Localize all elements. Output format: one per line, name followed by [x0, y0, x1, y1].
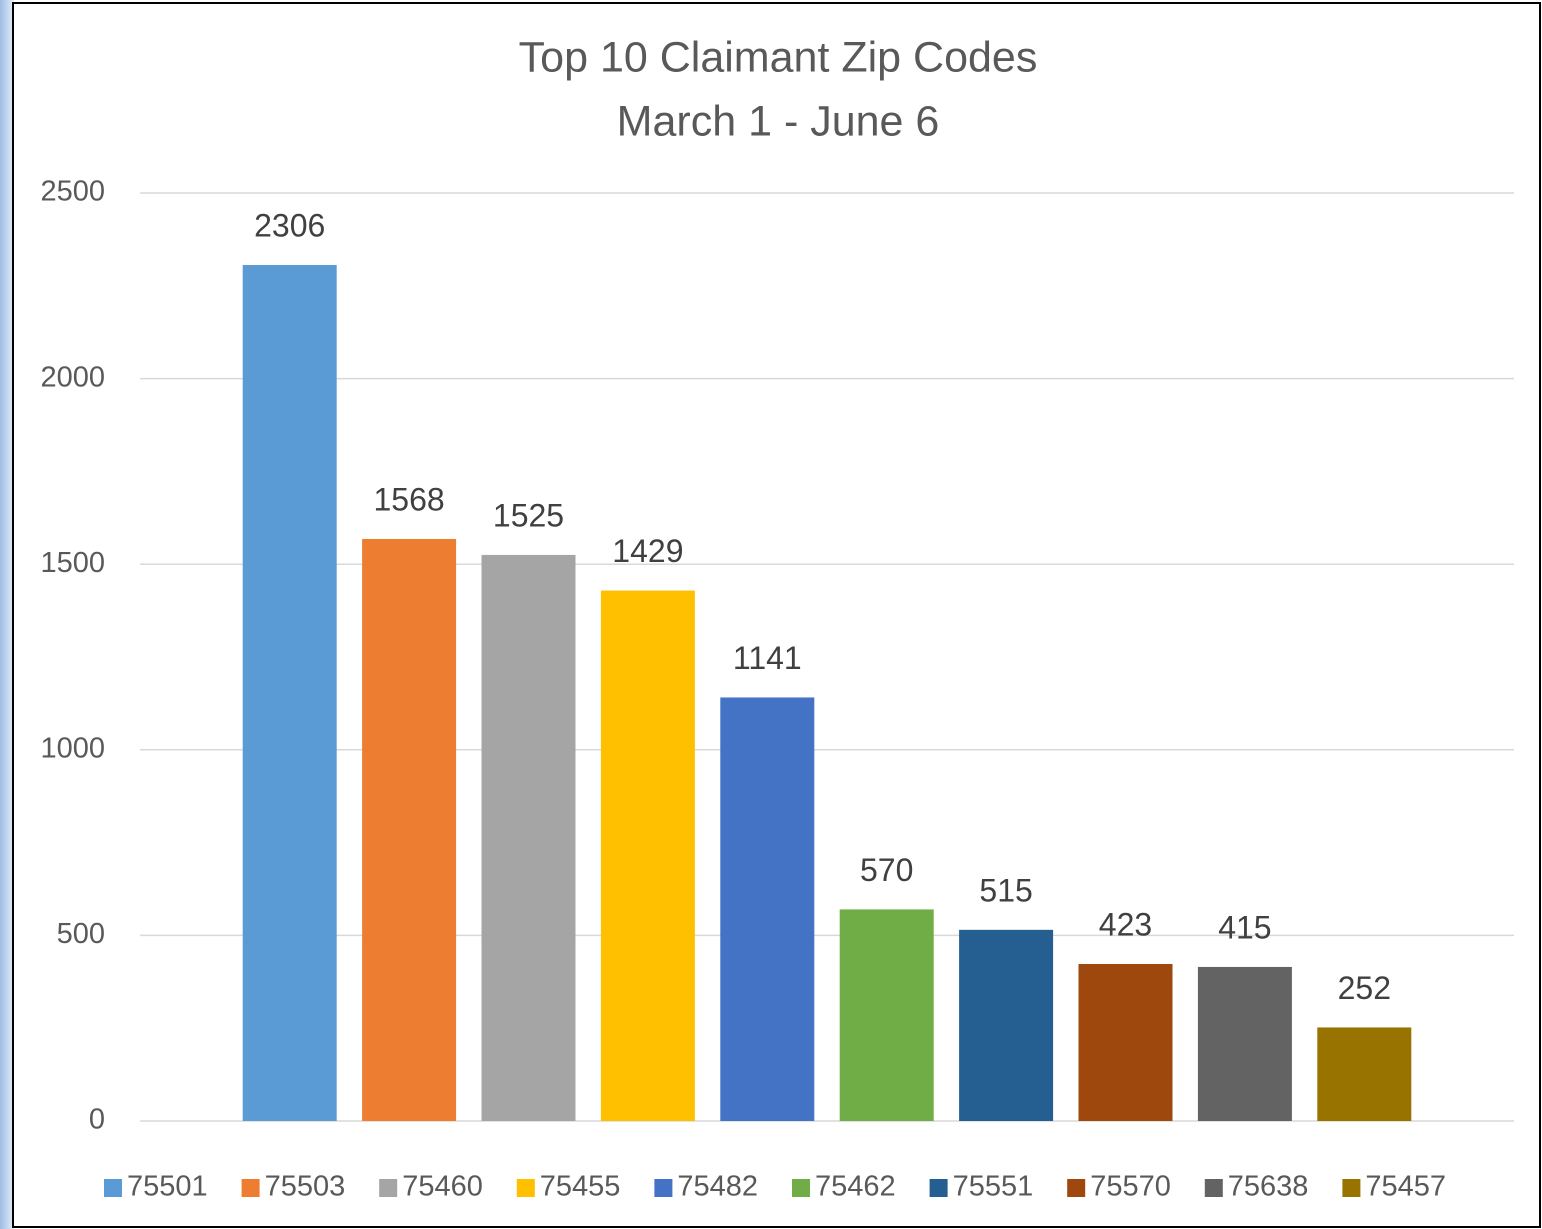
y-tick-label: 2000: [40, 361, 105, 393]
y-tick-label: 1500: [40, 547, 105, 579]
bar: [600, 590, 695, 1121]
legend-label: 75551: [953, 1171, 1034, 1203]
legend-label: 75570: [1090, 1171, 1171, 1203]
bar: [481, 554, 576, 1121]
data-label: 415: [1218, 909, 1271, 945]
data-label: 570: [860, 852, 913, 888]
legend-label: 75457: [1365, 1171, 1446, 1203]
legend-swatch: [929, 1179, 948, 1197]
bar: [362, 538, 457, 1121]
data-label: 1429: [612, 533, 683, 569]
bar: [959, 929, 1054, 1121]
data-label: 1568: [374, 481, 445, 517]
legend-label: 75460: [402, 1171, 483, 1203]
legend-label: 75503: [265, 1171, 346, 1203]
y-tick-label: 0: [89, 1104, 105, 1136]
bar: [839, 909, 934, 1121]
bar: [1317, 1027, 1412, 1121]
legend-label: 75501: [127, 1171, 208, 1203]
legend-swatch: [1204, 1179, 1223, 1197]
y-tick-label: 2500: [40, 176, 105, 208]
legend-label: 75455: [540, 1171, 621, 1203]
data-label: 515: [979, 872, 1032, 908]
data-label: 1141: [733, 640, 802, 676]
bar: [1078, 963, 1173, 1121]
bar: [720, 697, 815, 1121]
legend-swatch: [792, 1179, 810, 1197]
y-tick-label: 1000: [40, 732, 105, 764]
legend-label: 75638: [1228, 1171, 1309, 1203]
data-label: 423: [1099, 906, 1152, 942]
bar: [242, 265, 337, 1121]
data-label: 252: [1338, 970, 1391, 1006]
y-tick-label: 500: [57, 918, 105, 950]
data-label: 2306: [254, 207, 325, 243]
bar: [1197, 966, 1292, 1121]
legend-swatch: [379, 1179, 398, 1197]
legend-swatch: [241, 1179, 260, 1197]
data-label: 1525: [493, 497, 564, 533]
chart-subtitle: March 1 - June 6: [617, 97, 940, 145]
legend-swatch: [654, 1179, 673, 1197]
legend-swatch: [104, 1179, 122, 1197]
edge-strip: [0, 0, 14, 1229]
legend-swatch: [1342, 1179, 1361, 1197]
legend-label: 75482: [677, 1171, 758, 1203]
legend-label: 75462: [815, 1171, 896, 1203]
legend-swatch: [516, 1179, 535, 1197]
legend-swatch: [1067, 1179, 1086, 1197]
chart-title: Top 10 Claimant Zip Codes: [519, 33, 1038, 81]
